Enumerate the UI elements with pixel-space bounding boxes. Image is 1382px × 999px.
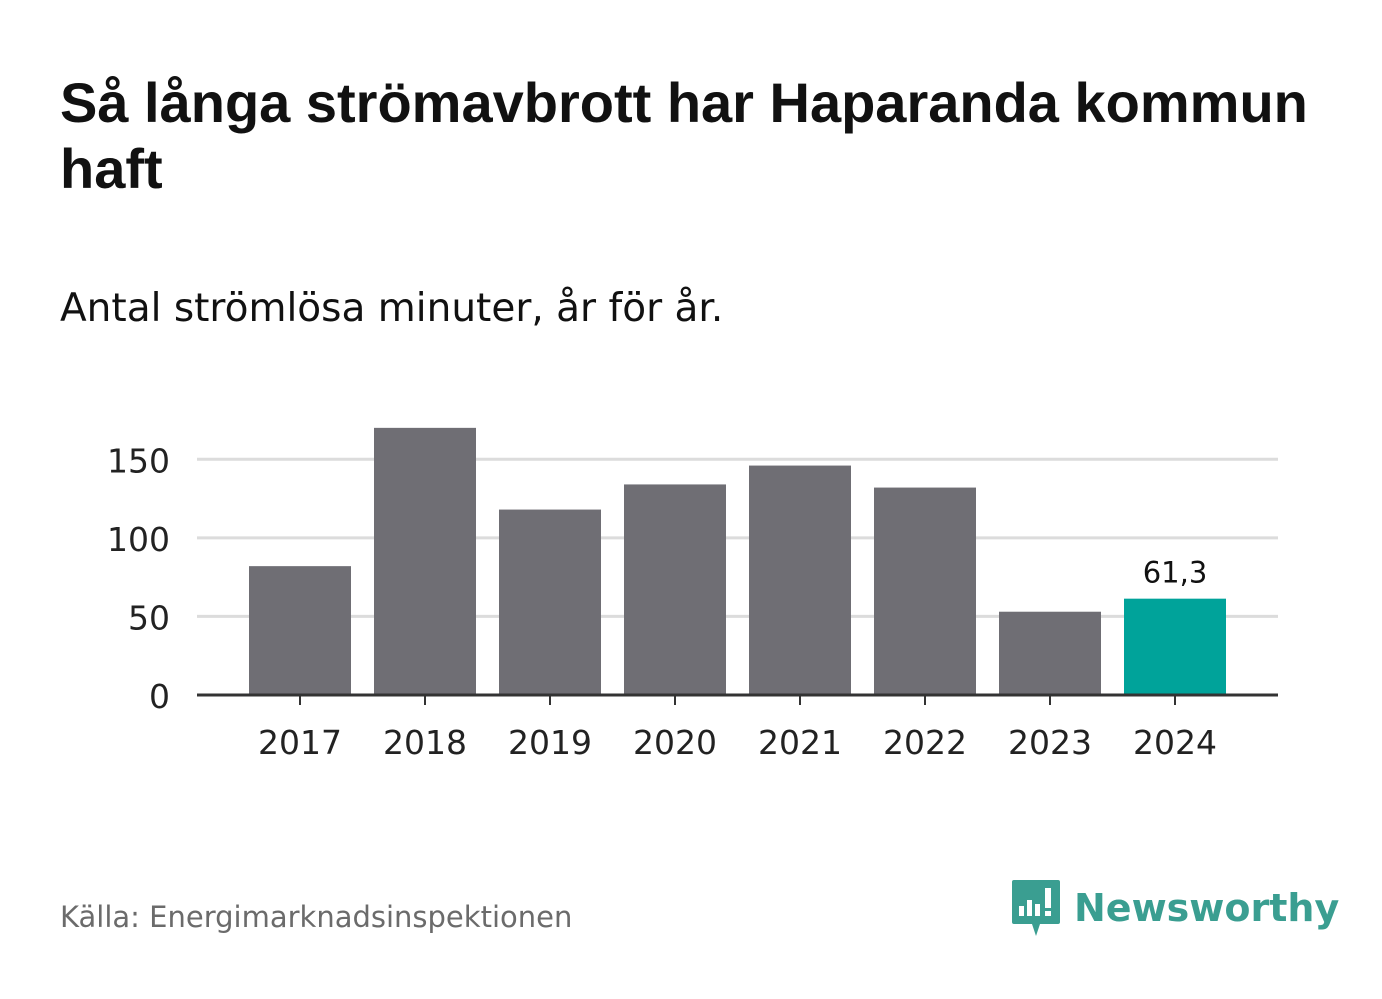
bar-2022 [874,487,976,695]
y-tick-label: 0 [149,677,170,716]
bar-2019 [499,509,601,695]
newsworthy-logo-icon [1012,880,1060,936]
data-label: 61,3 [1143,556,1208,590]
x-tick-label: 2022 [883,723,967,762]
bar-2018 [374,427,476,695]
x-tick-label: 2018 [383,723,467,762]
y-tick-label: 100 [107,520,170,559]
x-tick-label: 2020 [633,723,717,762]
chart-title: Så långa strömavbrott har Haparanda komm… [60,71,1308,200]
x-tick-label: 2023 [1008,723,1092,762]
x-tick-label: 2024 [1133,723,1217,762]
y-tick-label: 150 [107,441,170,480]
bar-2023 [999,611,1101,695]
source-note: Källa: Energimarknadsinspektionen [60,900,573,934]
bar-2021 [749,465,851,695]
x-tick-label: 2017 [258,723,342,762]
chart-subtitle: Antal strömlösa minuter, år för år. [60,286,724,331]
bar-2024 [1124,598,1226,695]
bar-2017 [249,566,351,695]
brand-logo: Newsworthy [1010,878,1339,938]
x-tick-label: 2021 [758,723,842,762]
bar-2020 [624,484,726,695]
y-tick-label: 50 [128,598,170,637]
brand-name: Newsworthy [1074,886,1340,930]
x-tick-label: 2019 [508,723,592,762]
